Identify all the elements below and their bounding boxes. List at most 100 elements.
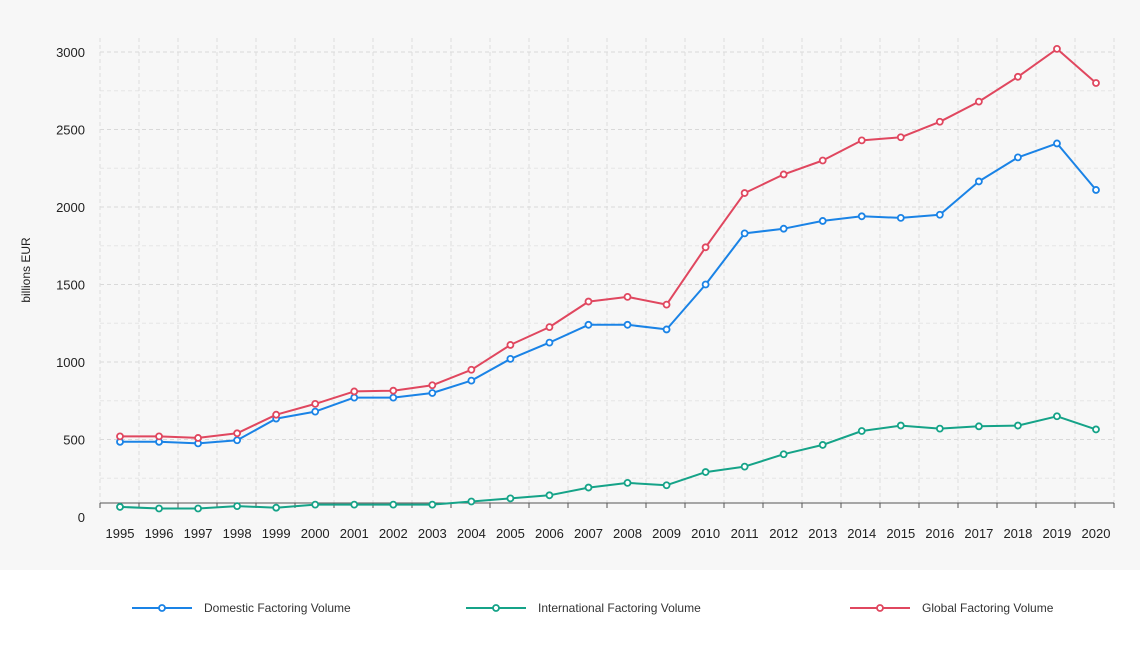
data-point[interactable] xyxy=(857,212,866,221)
x-tick-label: 1995 xyxy=(106,526,135,541)
data-point[interactable] xyxy=(740,229,749,238)
data-point[interactable] xyxy=(155,432,163,441)
y-tick-label: 2000 xyxy=(56,200,85,215)
data-point[interactable] xyxy=(896,213,905,222)
y-tick-label: 3000 xyxy=(56,45,85,60)
series-line xyxy=(120,142,1097,445)
data-point[interactable] xyxy=(350,500,359,509)
data-point[interactable] xyxy=(233,429,242,438)
series-line xyxy=(119,415,1097,510)
y-axis-ticks: 0 500 1000 1500 2000 2500 3000 xyxy=(56,45,85,525)
series-domestic-factoring-volume xyxy=(116,139,1100,448)
data-point[interactable] xyxy=(389,500,398,509)
data-point[interactable] xyxy=(857,427,866,435)
data-point[interactable] xyxy=(818,441,827,449)
data-point[interactable] xyxy=(506,354,515,363)
data-point[interactable] xyxy=(818,217,827,225)
data-point[interactable] xyxy=(506,341,515,349)
data-point[interactable] xyxy=(662,481,671,490)
data-point[interactable] xyxy=(584,320,593,329)
data-point[interactable] xyxy=(350,393,359,402)
data-point[interactable] xyxy=(428,500,437,509)
data-point[interactable] xyxy=(506,494,515,503)
data-point[interactable] xyxy=(701,280,710,289)
data-point[interactable] xyxy=(896,133,905,142)
data-point[interactable] xyxy=(311,500,320,509)
data-point[interactable] xyxy=(779,450,788,459)
data-point[interactable] xyxy=(662,325,671,334)
x-tick-label: 2008 xyxy=(613,526,642,541)
data-point[interactable] xyxy=(662,300,671,309)
data-point[interactable] xyxy=(350,387,359,396)
data-point[interactable] xyxy=(1014,421,1022,430)
x-tick-label: 2001 xyxy=(340,526,369,541)
data-point[interactable] xyxy=(935,424,944,433)
x-tick-label: 2015 xyxy=(886,526,915,541)
legend-swatch-marker xyxy=(492,604,500,612)
x-tick-label: 2019 xyxy=(1042,526,1071,541)
data-point[interactable] xyxy=(974,177,983,186)
data-point[interactable] xyxy=(1053,412,1061,421)
data-point[interactable] xyxy=(116,503,124,511)
x-tick-label: 2013 xyxy=(808,526,837,541)
data-point[interactable] xyxy=(584,483,593,492)
data-point[interactable] xyxy=(935,117,944,126)
data-point[interactable] xyxy=(272,503,281,512)
data-point[interactable] xyxy=(701,243,710,252)
x-tick-label: 2018 xyxy=(1003,526,1032,541)
data-point[interactable] xyxy=(155,504,163,513)
y-tick-label: 0 xyxy=(78,510,85,525)
series-international-factoring-volume xyxy=(116,412,1100,513)
data-point[interactable] xyxy=(467,365,476,374)
data-point[interactable] xyxy=(311,399,320,408)
data-point[interactable] xyxy=(896,421,905,430)
data-point[interactable] xyxy=(623,292,632,301)
data-point[interactable] xyxy=(701,468,710,476)
data-point[interactable] xyxy=(233,502,242,511)
data-point[interactable] xyxy=(1092,425,1100,434)
data-point[interactable] xyxy=(116,432,124,441)
legend-item[interactable]: Global Factoring Volume xyxy=(850,598,1053,618)
data-point[interactable] xyxy=(467,376,476,385)
data-point[interactable] xyxy=(272,410,281,419)
data-point[interactable] xyxy=(623,478,632,487)
data-point[interactable] xyxy=(545,323,554,332)
data-point[interactable] xyxy=(740,189,749,197)
data-point[interactable] xyxy=(1014,72,1022,81)
series-global-factoring-volume xyxy=(116,45,1100,442)
data-point[interactable] xyxy=(233,436,242,445)
data-point[interactable] xyxy=(584,297,593,306)
data-point[interactable] xyxy=(857,136,866,145)
data-point[interactable] xyxy=(428,381,437,390)
x-tick-label: 2011 xyxy=(731,526,759,541)
line-chart: billions EUR 0 500 1000 1500 2000 2500 3000 19… xyxy=(19,38,1115,541)
data-point[interactable] xyxy=(623,320,632,329)
legend-item[interactable]: Domestic Factoring Volume xyxy=(132,598,351,618)
data-point[interactable] xyxy=(1014,153,1022,162)
data-point[interactable] xyxy=(779,224,788,233)
data-point[interactable] xyxy=(935,210,944,219)
legend-swatch xyxy=(466,604,526,612)
data-point[interactable] xyxy=(740,462,749,471)
series-line xyxy=(120,47,1097,439)
data-point[interactable] xyxy=(974,422,983,431)
data-point[interactable] xyxy=(1053,139,1061,148)
data-point[interactable] xyxy=(194,434,202,442)
series xyxy=(116,45,1100,513)
data-point[interactable] xyxy=(545,338,554,347)
data-point[interactable] xyxy=(1092,186,1100,194)
data-point[interactable] xyxy=(311,407,320,416)
legend-item[interactable]: International Factoring Volume xyxy=(466,598,701,618)
data-point[interactable] xyxy=(467,497,476,506)
data-point[interactable] xyxy=(194,504,202,513)
data-point[interactable] xyxy=(779,170,788,179)
data-point[interactable] xyxy=(545,491,554,500)
data-point[interactable] xyxy=(428,389,437,397)
data-point[interactable] xyxy=(1092,79,1100,87)
data-point[interactable] xyxy=(974,97,983,106)
data-point[interactable] xyxy=(389,386,398,395)
data-point[interactable] xyxy=(389,393,398,402)
data-point[interactable] xyxy=(1053,45,1061,53)
x-tick-label: 2005 xyxy=(496,526,525,541)
data-point[interactable] xyxy=(818,156,827,165)
